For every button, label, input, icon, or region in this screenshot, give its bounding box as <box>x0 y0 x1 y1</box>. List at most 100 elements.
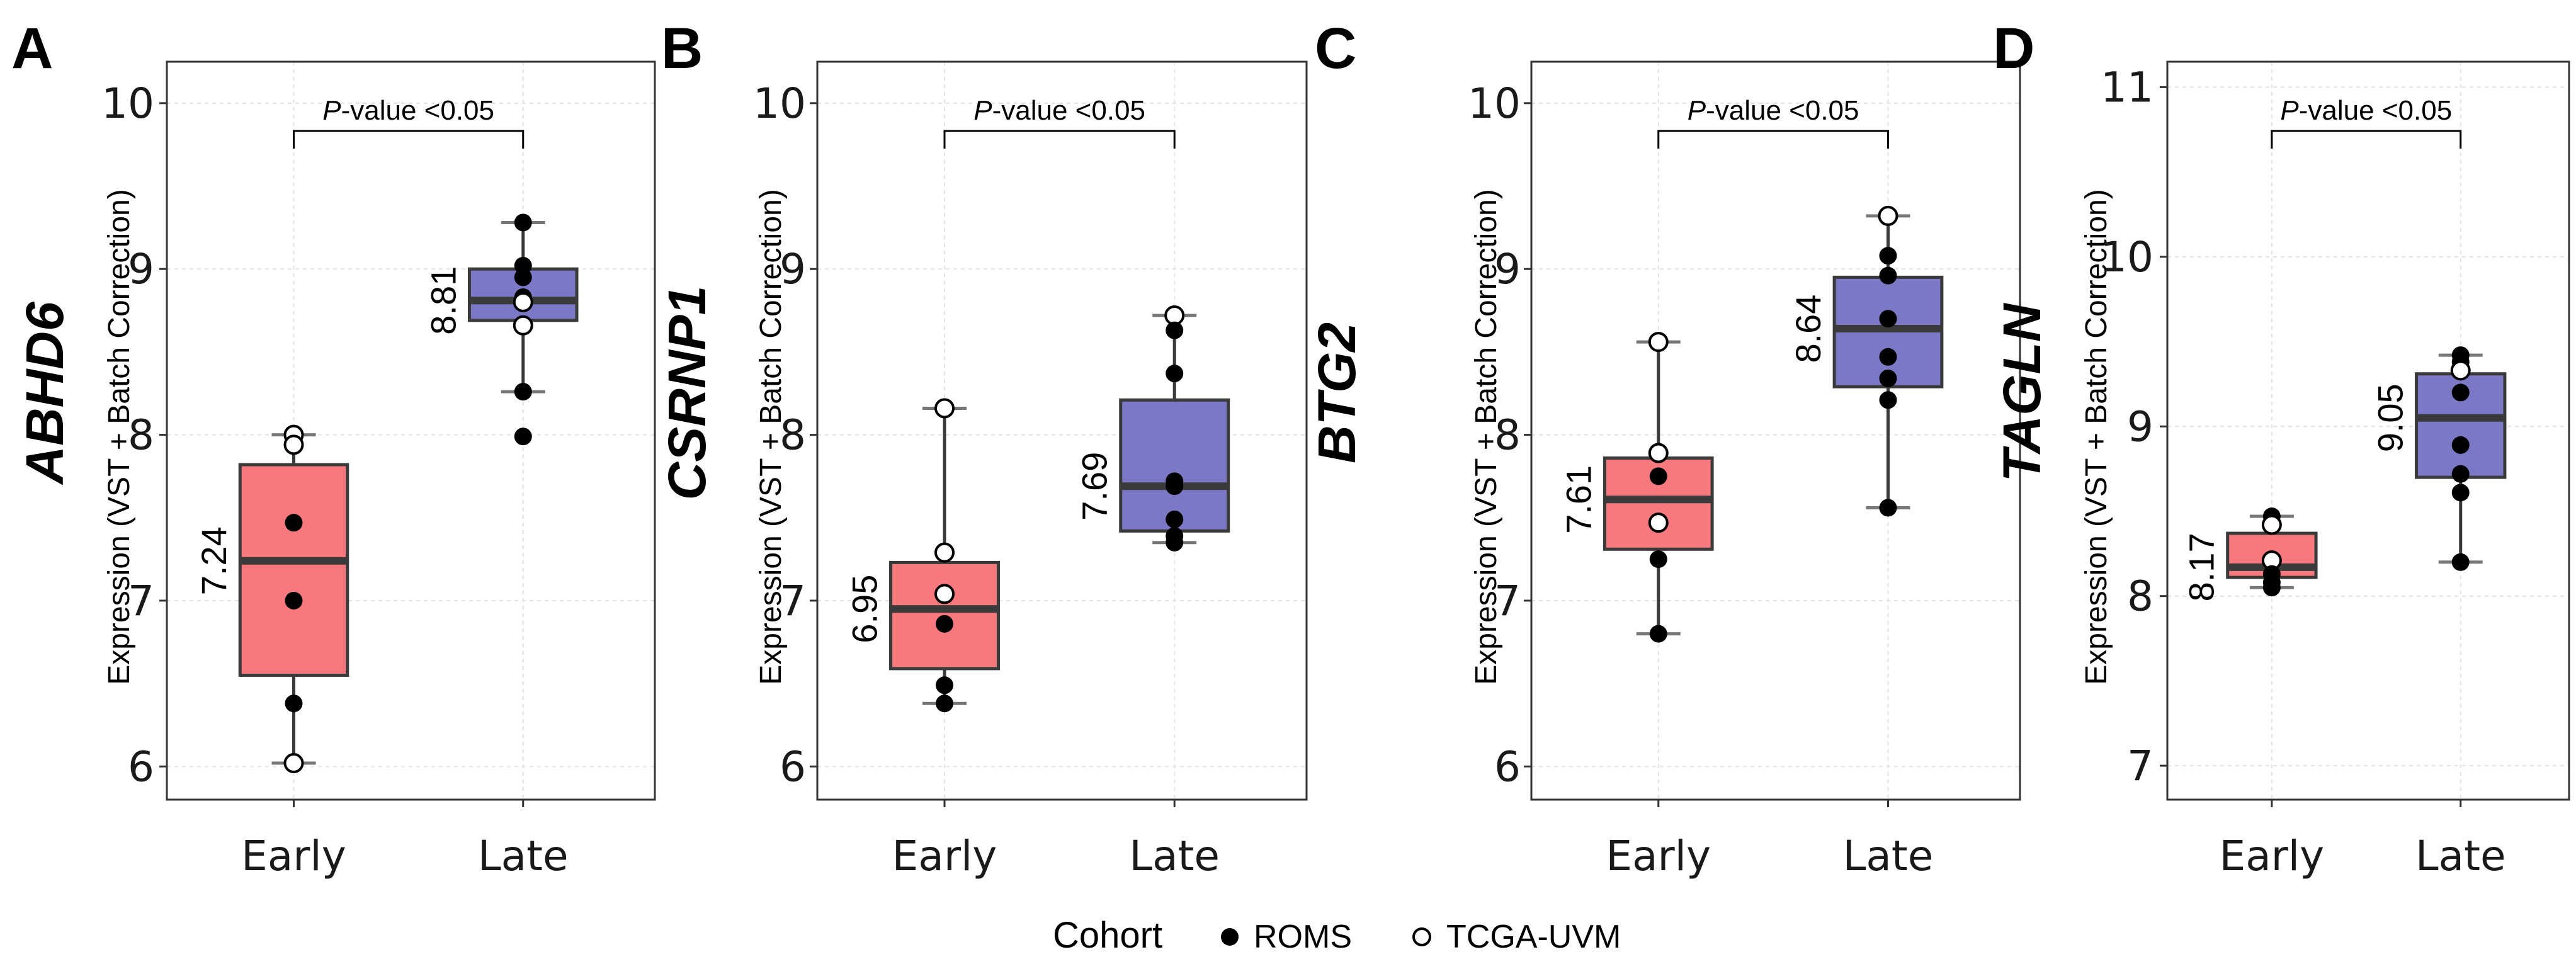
data-point-roms <box>1879 348 1897 366</box>
data-point-roms <box>936 676 954 694</box>
data-point-roms <box>285 514 303 532</box>
p-value-prefix: P <box>973 95 992 126</box>
y-tick-label: 7 <box>2127 742 2153 790</box>
data-point-roms <box>2451 484 2470 502</box>
data-point-roms <box>514 213 532 232</box>
data-point-tcga <box>513 315 533 336</box>
x-tick-label: Early <box>892 832 997 880</box>
plot-border <box>1530 60 2021 801</box>
data-point-tcga <box>934 398 955 419</box>
y-axis-title: Expression (VST + Batch Correction) <box>1470 189 1503 684</box>
data-point-roms <box>1879 266 1897 285</box>
panel-d: D TAGLN Expression (VST + Batch Correction… <box>1992 16 2570 880</box>
x-tick-label: Late <box>1843 832 1934 880</box>
box-group-early: 6.95 <box>845 398 1000 713</box>
legend-title: Cohort <box>1053 915 1162 956</box>
p-value-text: -value <0.05 <box>2299 95 2452 126</box>
y-tick-label: 6 <box>1494 742 1521 791</box>
y-tick-label: 8 <box>780 411 806 460</box>
plot-background <box>817 62 1307 800</box>
data-point-roms <box>2262 579 2281 597</box>
box-group-late: 7.69 <box>1075 305 1230 552</box>
median-value-label: 7.61 <box>1558 465 1598 534</box>
cohort-legend: Cohort ROMS TCGA-UVM <box>1053 915 1621 956</box>
p-value-text: -value <0.05 <box>992 95 1145 126</box>
median-value-label: 7.24 <box>194 526 234 595</box>
median-value-label: 8.64 <box>1788 295 1828 363</box>
data-point-roms <box>2451 553 2470 571</box>
y-axis-title: Expression (VST + Batch Correction) <box>754 189 788 684</box>
data-point-roms <box>1879 247 1897 265</box>
plot-background <box>2167 62 2569 800</box>
data-point-roms <box>1649 550 1667 569</box>
p-value-prefix: P <box>322 95 341 126</box>
data-point-roms <box>285 591 303 609</box>
data-point-roms <box>1166 321 1184 339</box>
data-point-tcga <box>1648 513 1669 533</box>
legend-tcga-marker <box>1412 927 1431 946</box>
p-value-prefix: P <box>2280 95 2299 126</box>
y-axis-title: Expression (VST + Batch Correction) <box>2080 189 2113 684</box>
data-point-tcga <box>2261 514 2282 535</box>
x-tick-label: Early <box>2220 832 2325 880</box>
p-value-prefix: P <box>1688 95 1706 126</box>
p-value-annotation: P-value <0.05 <box>973 95 1145 126</box>
data-point-tcga <box>934 584 955 604</box>
x-tick-label: Late <box>2415 832 2506 880</box>
y-tick-label: 10 <box>753 79 806 128</box>
panel-letter: C <box>1315 16 1356 81</box>
y-tick-label: 9 <box>128 245 154 293</box>
median-value-label: 7.69 <box>1075 452 1115 521</box>
box-group-early: 8.17 <box>2182 507 2318 601</box>
box-group-early: 7.61 <box>1558 332 1714 643</box>
data-point-tcga <box>513 292 533 312</box>
box-iqr <box>238 463 349 677</box>
data-point-tcga <box>934 542 955 563</box>
data-point-roms <box>2451 465 2470 483</box>
y-tick-label: 8 <box>128 411 154 460</box>
box-group-late: 9.05 <box>2371 346 2507 571</box>
p-value-text: -value <0.05 <box>341 95 494 126</box>
significance-bracket <box>1657 130 1889 149</box>
y-tick-label: 10 <box>101 79 154 128</box>
y-axis-title: Expression (VST + Batch Correction) <box>103 189 136 684</box>
data-point-roms <box>1879 391 1897 409</box>
y-tick-label: 9 <box>2127 402 2153 451</box>
panel-a: A ABHD6 Expression (VST + Batch Correction… <box>11 16 656 880</box>
panel-b: B CSRNP1 Expression (VST + Batch Correctio… <box>657 16 1308 880</box>
y-tick-label: 7 <box>780 577 806 625</box>
data-point-roms <box>1166 365 1184 383</box>
plot-border <box>166 60 656 801</box>
plot-background <box>167 62 655 800</box>
data-point-tcga <box>2450 360 2471 381</box>
y-tick-label: 8 <box>1494 411 1521 460</box>
x-tick-label: Late <box>1129 832 1220 880</box>
data-point-roms <box>1649 467 1667 485</box>
legend-roms-marker <box>1221 928 1239 946</box>
data-point-roms <box>1649 625 1667 643</box>
y-tick-label: 10 <box>2101 233 2153 281</box>
panel-letter: D <box>1993 16 2034 81</box>
y-tick-label: 8 <box>2127 572 2153 621</box>
box-iqr <box>1119 398 1230 533</box>
significance-bracket <box>2271 130 2462 149</box>
x-tick-label: Late <box>478 832 569 880</box>
data-point-tcga <box>1648 332 1669 353</box>
p-value-annotation: P-value <0.05 <box>322 95 494 126</box>
y-tick-label: 9 <box>1494 245 1521 293</box>
box-group-late: 8.64 <box>1788 205 1944 517</box>
y-tick-label: 6 <box>128 742 154 791</box>
box-group-early: 7.24 <box>194 424 349 774</box>
gene-label: BTG2 <box>1307 322 1366 463</box>
data-point-roms <box>514 428 532 446</box>
data-point-roms <box>2451 383 2470 402</box>
data-point-tcga <box>283 753 304 774</box>
gene-label: CSRNP1 <box>657 286 717 501</box>
y-tick-label: 11 <box>2101 63 2153 111</box>
legend-tcga-label: TCGA-UVM <box>1446 919 1621 955</box>
plot-border <box>816 60 1308 801</box>
data-point-roms <box>1879 370 1897 388</box>
x-tick-label: Early <box>241 832 346 880</box>
